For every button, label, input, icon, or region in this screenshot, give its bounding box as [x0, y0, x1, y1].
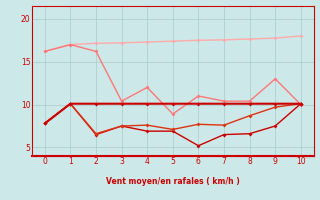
- X-axis label: Vent moyen/en rafales ( km/h ): Vent moyen/en rafales ( km/h ): [106, 178, 240, 186]
